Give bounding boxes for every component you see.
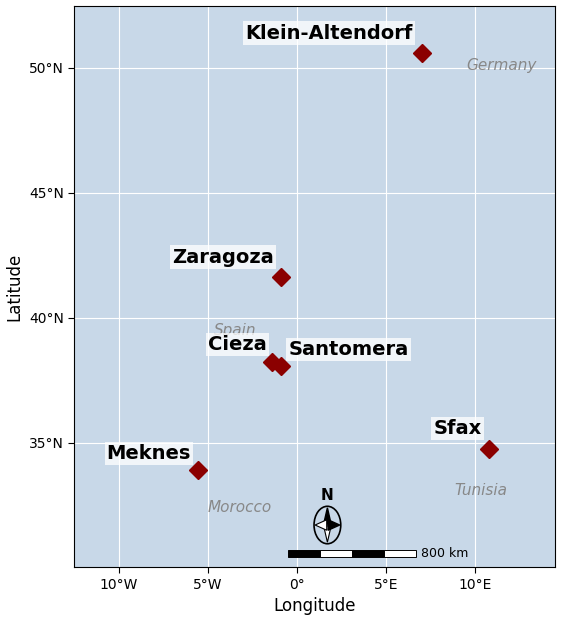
Text: Sfax: Sfax <box>434 419 482 438</box>
Text: Cieza: Cieza <box>208 335 266 354</box>
Bar <box>320 550 352 557</box>
Bar <box>384 550 416 557</box>
Text: Klein-Altendorf: Klein-Altendorf <box>245 24 413 42</box>
Text: Santomera: Santomera <box>288 340 408 359</box>
Text: N: N <box>321 488 334 503</box>
X-axis label: Longitude: Longitude <box>274 597 356 615</box>
Text: Germany: Germany <box>467 58 537 73</box>
Polygon shape <box>324 508 331 524</box>
Text: 800 km: 800 km <box>421 547 468 560</box>
Text: Morocco: Morocco <box>208 500 272 515</box>
Text: Meknes: Meknes <box>107 444 191 463</box>
Bar <box>352 550 384 557</box>
Polygon shape <box>324 526 331 542</box>
Bar <box>288 550 320 557</box>
Polygon shape <box>328 520 340 530</box>
Polygon shape <box>315 520 327 530</box>
Text: Tunisia: Tunisia <box>454 483 507 497</box>
Y-axis label: Latitude: Latitude <box>6 252 24 320</box>
Text: Spain: Spain <box>214 323 256 338</box>
Text: Zaragoza: Zaragoza <box>173 248 274 266</box>
